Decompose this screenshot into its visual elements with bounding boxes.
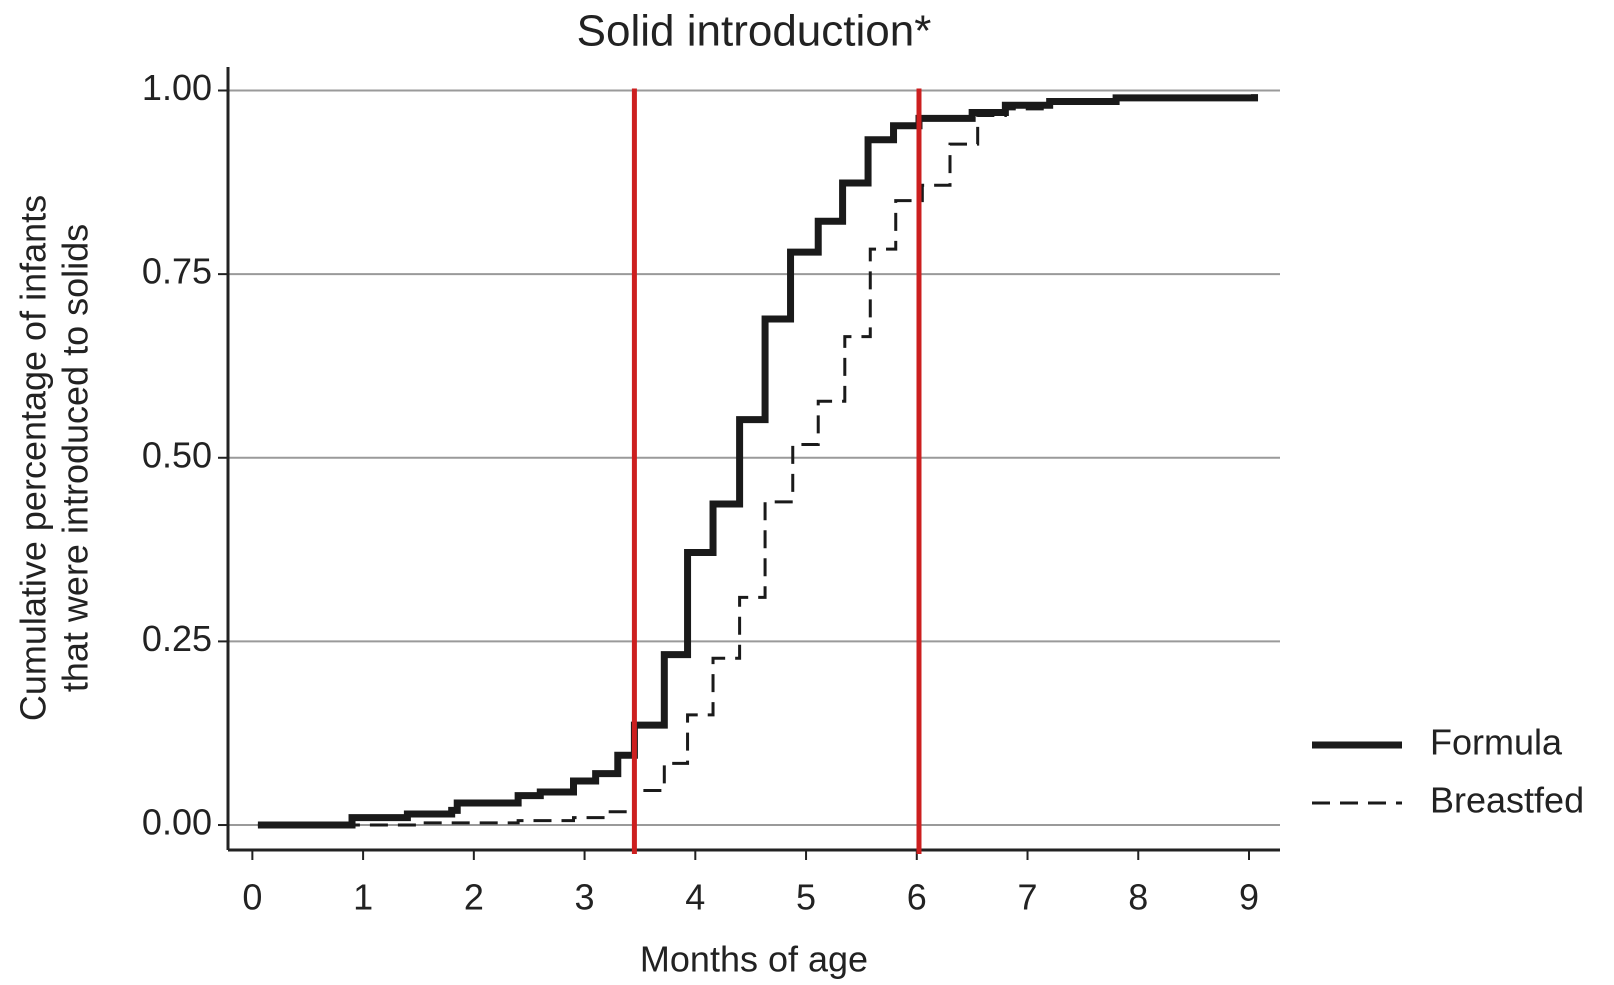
x-tick-label: 4 xyxy=(685,877,705,918)
y-tick-label: 0.25 xyxy=(142,618,212,659)
x-tick-label: 7 xyxy=(1018,877,1038,918)
series-line xyxy=(257,94,1257,827)
legend-label: Formula xyxy=(1430,722,1563,763)
y-tick-label: 0.75 xyxy=(142,251,212,292)
legend-label: Breastfed xyxy=(1430,780,1584,821)
x-axis-label: Months of age xyxy=(640,939,868,980)
y-tick-label: 0.00 xyxy=(142,802,212,843)
x-tick-label: 3 xyxy=(575,877,595,918)
y-tick-label: 0.50 xyxy=(142,434,212,475)
series-line xyxy=(257,94,1259,829)
x-tick-label: 5 xyxy=(796,877,816,918)
x-tick-label: 2 xyxy=(464,877,484,918)
x-tick-label: 9 xyxy=(1239,877,1259,918)
x-tick-label: 8 xyxy=(1128,877,1148,918)
y-axis-label: Cumulative percentage of infants xyxy=(13,195,54,721)
x-tick-label: 1 xyxy=(353,877,373,918)
x-tick-label: 6 xyxy=(907,877,927,918)
chart-title: Solid introduction* xyxy=(577,7,932,56)
y-tick-label: 1.00 xyxy=(142,67,212,108)
x-tick-label: 0 xyxy=(242,877,262,918)
y-axis-label: that were introduced to solids xyxy=(55,224,96,692)
